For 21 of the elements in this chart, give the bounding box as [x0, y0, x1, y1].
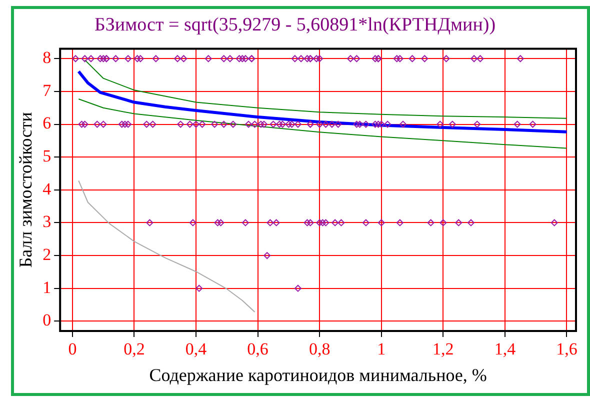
x-tick-label: 0,2 — [124, 340, 145, 359]
y-tick-label: 2 — [42, 244, 52, 264]
x-tick-label: 1,6 — [556, 340, 578, 359]
x-tick-label: 1 — [377, 340, 386, 359]
x-tick-label: 0,8 — [308, 340, 330, 359]
y-tick-label: 5 — [42, 146, 52, 166]
y-tick-label: 0 — [42, 310, 52, 330]
x-tick-label: 1,4 — [494, 340, 516, 359]
x-tick-label: 0 — [68, 340, 77, 359]
y-tick-label: 4 — [42, 179, 52, 198]
x-tick-label: 0,4 — [185, 340, 208, 359]
x-axis-title: Содержание каротиноидов минимальное, % — [149, 364, 487, 385]
y-tick-label: 7 — [42, 80, 52, 100]
y-tick-label: 1 — [42, 278, 52, 297]
y-axis-title: Балл зимостойкости — [16, 112, 36, 268]
chart-title: БЗимост = sqrt(35,9279 - 5,60891*ln(КРТНДмин)) — [94, 14, 496, 36]
y-tick-label: 3 — [42, 212, 52, 232]
x-tick-label: 1,2 — [432, 340, 454, 359]
y-tick-label: 8 — [42, 48, 52, 68]
x-tick-label: 0,6 — [247, 340, 268, 359]
y-tick-label: 6 — [42, 114, 52, 133]
